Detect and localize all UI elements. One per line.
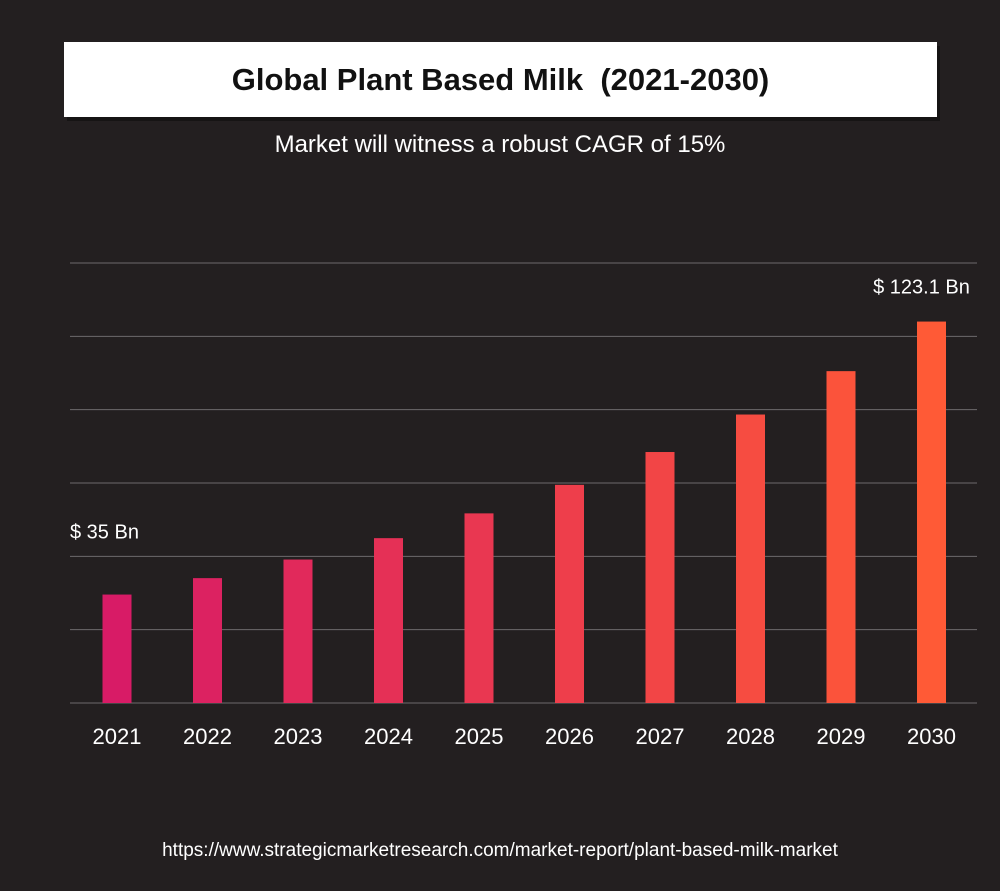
bar-2027 bbox=[645, 452, 675, 703]
bar-2022 bbox=[193, 578, 222, 703]
x-tick-label: 2023 bbox=[274, 724, 323, 749]
data-label: $ 35 Bn bbox=[70, 522, 139, 544]
x-tick-label: 2021 bbox=[93, 724, 142, 749]
bar-2028 bbox=[736, 414, 765, 703]
bar-2026 bbox=[555, 484, 584, 703]
data-label: $ 123.1 Bn bbox=[873, 277, 970, 299]
x-tick-label: 2027 bbox=[636, 724, 685, 749]
bar-2023 bbox=[283, 559, 313, 703]
title-box: Global Plant Based Milk (2021-2030) bbox=[64, 42, 937, 117]
x-tick-label: 2024 bbox=[364, 724, 413, 749]
source-url: https://www.strategicmarketresearch.com/… bbox=[162, 840, 838, 861]
bar-2030 bbox=[917, 321, 946, 703]
bar-2029 bbox=[826, 371, 856, 703]
x-tick-label: 2030 bbox=[907, 724, 956, 749]
bar-2025 bbox=[464, 513, 494, 703]
bar-2024 bbox=[374, 538, 403, 703]
x-tick-label: 2029 bbox=[817, 724, 866, 749]
bar-2021 bbox=[102, 594, 132, 703]
chart-title: Global Plant Based Milk (2021-2030) bbox=[231, 61, 770, 97]
x-tick-label: 2022 bbox=[183, 724, 232, 749]
x-tick-label: 2025 bbox=[455, 724, 504, 749]
chart-subtitle: Market will witness a robust CAGR of 15% bbox=[274, 131, 726, 158]
x-tick-label: 2028 bbox=[726, 724, 775, 749]
x-tick-label: 2026 bbox=[545, 724, 594, 749]
